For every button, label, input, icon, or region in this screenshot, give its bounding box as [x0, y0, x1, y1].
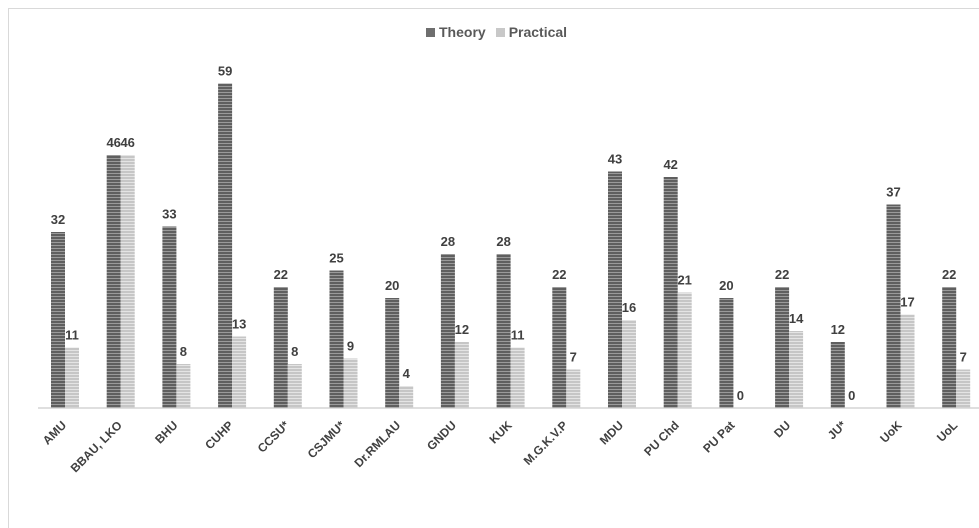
x-tick-label-m-g-k-v-p: M.G.K.V.P: [521, 418, 571, 468]
data-label-practical-uol: 7: [960, 350, 967, 365]
data-label-theory-uol: 22: [942, 267, 956, 282]
data-label-practical-bbau-lko: 46: [120, 135, 134, 150]
bar-theory-ju: [830, 342, 845, 408]
data-label-practical-dr-rmlau: 4: [403, 366, 411, 381]
bar-practical-amu: [65, 347, 79, 408]
data-label-theory-pu-pat: 20: [719, 278, 733, 293]
bar-theory-pu-chd: [663, 177, 678, 408]
x-tick-label-bbau-lko: BBAU, LKO: [68, 418, 125, 475]
x-tick-label-ju: JU*: [825, 418, 849, 442]
x-tick-label-cuhp: CUHP: [202, 418, 236, 452]
bar-practical-uok: [900, 314, 915, 408]
legend-swatch-practical: [495, 27, 505, 37]
data-label-practical-ju: 0: [848, 388, 855, 403]
x-tick-label-bhu: BHU: [152, 418, 180, 446]
data-label-theory-m-g-k-v-p: 22: [552, 267, 566, 282]
bar-theory-bbau-lko: [106, 155, 121, 408]
x-tick-label-uok: UoK: [877, 418, 905, 446]
data-label-theory-uok: 37: [886, 185, 900, 200]
data-label-practical-uok: 17: [900, 295, 914, 310]
bar-theory-du: [775, 287, 790, 408]
bar-practical-dr-rmlau: [399, 386, 414, 408]
bar-practical-ccsu: [287, 364, 302, 408]
legend-swatch-theory: [426, 27, 435, 37]
data-label-practical-pu-pat: 0: [737, 388, 744, 403]
legend-label-practical: Practical: [508, 24, 568, 40]
bar-theory-m-g-k-v-p: [552, 287, 567, 408]
data-label-theory-bhu: 33: [162, 207, 176, 222]
data-label-theory-pu-chd: 42: [663, 157, 677, 172]
data-label-theory-dr-rmlau: 20: [385, 278, 399, 293]
bar-practical-cuhp: [232, 336, 247, 408]
data-label-practical-ccsu: 8: [291, 344, 298, 359]
x-tick-label-mdu: MDU: [597, 418, 626, 447]
bar-theory-ccsu: [273, 287, 288, 408]
bar-theory-pu-pat: [719, 298, 734, 408]
x-tick-label-du: DU: [771, 418, 793, 440]
bar-practical-mdu: [622, 320, 636, 408]
data-label-practical-kuk: 11: [511, 328, 525, 343]
data-label-practical-pu-chd: 21: [677, 273, 691, 288]
bar-theory-kuk: [496, 254, 511, 408]
data-label-practical-cuhp: 13: [232, 317, 246, 332]
data-label-theory-bbau-lko: 46: [106, 135, 120, 150]
data-label-practical-amu: 11: [65, 328, 79, 343]
bar-practical-kuk: [510, 347, 525, 408]
data-label-theory-cuhp: 59: [218, 64, 232, 79]
bar-theory-cuhp: [218, 83, 233, 408]
x-tick-label-pu-pat: PU Pat: [700, 418, 737, 455]
bar-theory-dr-rmlau: [385, 298, 400, 408]
bar-practical-m-g-k-v-p: [566, 369, 581, 408]
data-label-theory-amu: 32: [51, 212, 65, 227]
data-label-theory-ccsu: 22: [274, 267, 288, 282]
data-label-theory-gndu: 28: [441, 234, 455, 249]
x-tick-label-gndu: GNDU: [424, 418, 459, 453]
x-tick-label-uol: UoL: [934, 418, 960, 444]
data-label-practical-gndu: 12: [455, 322, 469, 337]
x-tick-label-csjmu: CSJMU*: [305, 418, 348, 461]
legend-label-theory: Theory: [439, 24, 486, 40]
data-label-practical-du: 14: [789, 311, 804, 326]
data-label-practical-mdu: 16: [622, 300, 636, 315]
data-label-theory-csjmu: 25: [329, 251, 343, 266]
bar-practical-bhu: [176, 364, 191, 408]
x-tick-label-dr-rmlau: Dr.RMLAU: [351, 418, 403, 470]
data-label-theory-mdu: 43: [608, 152, 622, 167]
bar-theory-bhu: [162, 226, 177, 408]
x-tick-label-pu-chd: PU Chd: [641, 418, 682, 459]
x-tick-label-amu: AMU: [40, 418, 69, 447]
bar-practical-gndu: [454, 342, 469, 408]
bar-theory-amu: [51, 232, 65, 408]
legend: Theory Practical: [426, 24, 567, 40]
bar-theory-uol: [942, 287, 957, 408]
bar-practical-csjmu: [343, 358, 358, 408]
x-tick-label-kuk: KUK: [486, 418, 515, 447]
legend-item-theory: Theory: [426, 24, 486, 40]
data-label-practical-csjmu: 9: [347, 339, 354, 354]
bar-theory-mdu: [608, 171, 622, 408]
bar-practical-pu-chd: [677, 292, 692, 408]
data-label-theory-ju: 12: [831, 322, 845, 337]
bar-practical-du: [789, 331, 804, 408]
bar-theory-gndu: [440, 254, 455, 408]
bar-practical-uol: [956, 369, 971, 408]
data-label-theory-du: 22: [775, 267, 789, 282]
legend-item-practical: Practical: [495, 24, 568, 40]
bar-theory-csjmu: [329, 270, 344, 408]
data-label-practical-m-g-k-v-p: 7: [570, 350, 577, 365]
data-label-practical-bhu: 8: [180, 344, 187, 359]
data-label-theory-kuk: 28: [496, 234, 510, 249]
bar-theory-uok: [886, 204, 901, 408]
bar-practical-bbau-lko: [120, 155, 135, 408]
x-tick-label-ccsu: CCSU*: [255, 418, 292, 455]
